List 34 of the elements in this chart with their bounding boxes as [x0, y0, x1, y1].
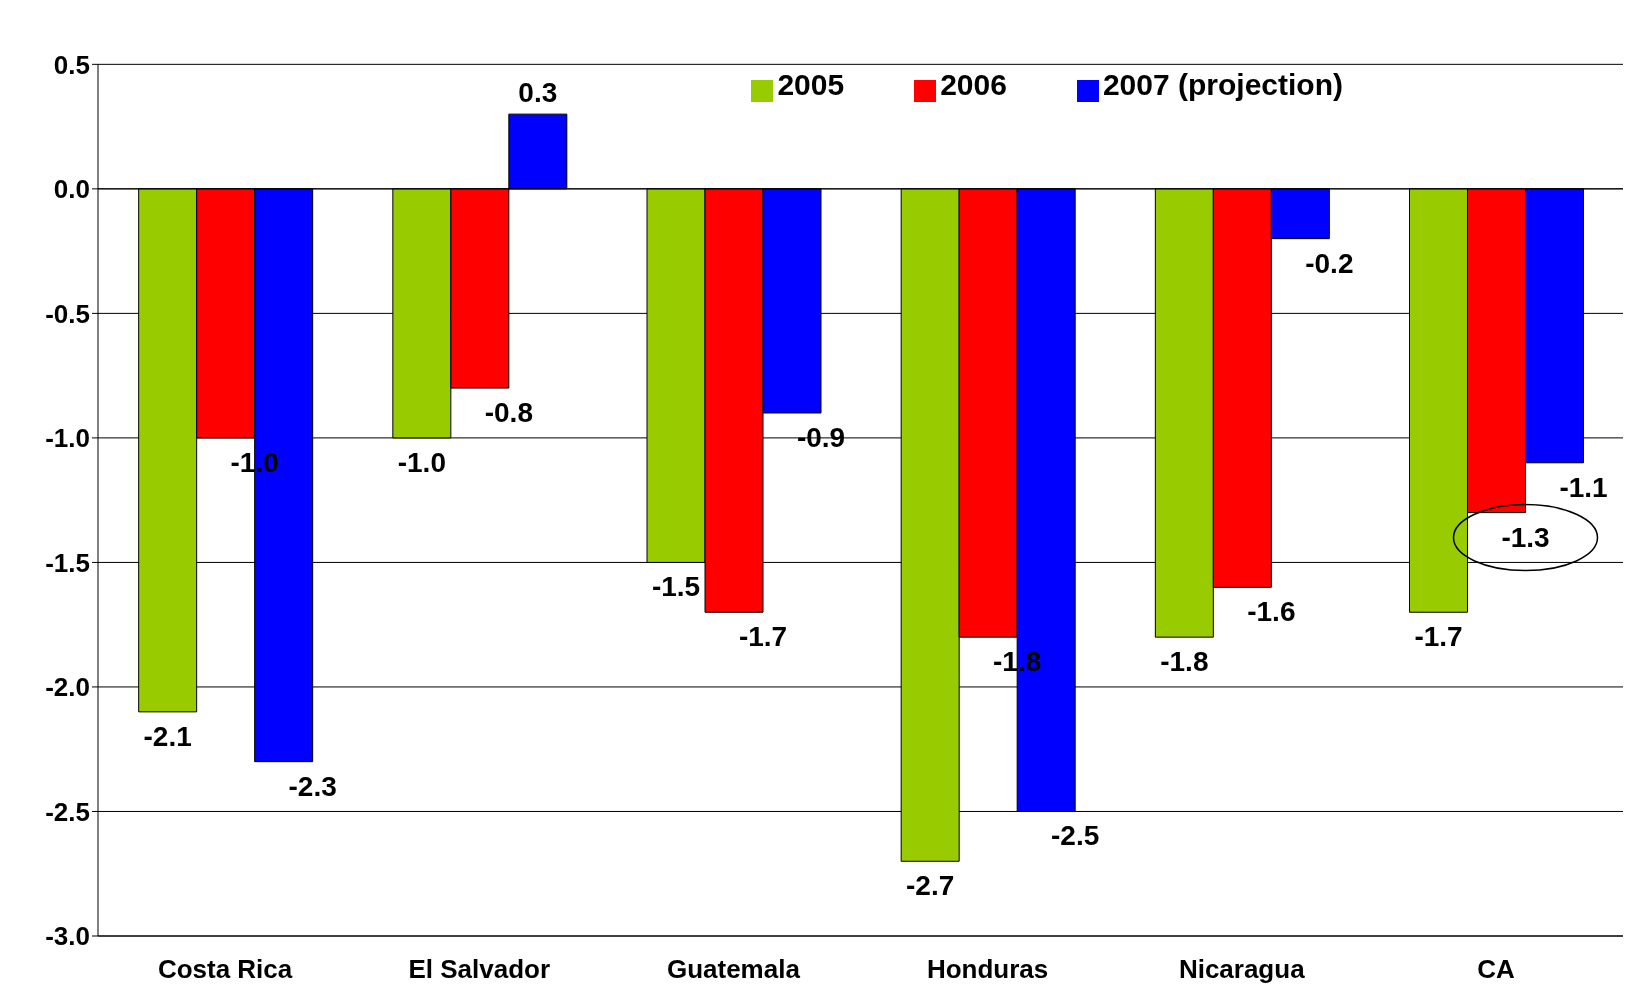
data-label: -2.1 — [143, 720, 192, 752]
data-label: -2.3 — [288, 770, 337, 802]
data-label: -1.6 — [1247, 596, 1296, 628]
y-tick-label: -2.0 — [45, 672, 90, 703]
y-tick-label: -2.5 — [45, 796, 90, 827]
data-label: -1.0 — [397, 446, 446, 478]
x-tick-label: Guatemala — [666, 954, 801, 985]
data-label: -2.5 — [1051, 820, 1100, 852]
data-label: -1.1 — [1559, 471, 1608, 503]
y-tick-label: 0.5 — [53, 49, 90, 80]
data-label: -2.7 — [906, 870, 955, 902]
x-tick-label: Honduras — [926, 954, 1049, 985]
legend-label: 2006 — [940, 68, 1007, 101]
x-tick-label: El Salvador — [408, 954, 551, 985]
data-label: -0.2 — [1305, 247, 1354, 279]
y-tick-label: -1.0 — [45, 423, 90, 454]
legend-label: 2007 (projection) — [1102, 68, 1343, 101]
y-tick-label: -0.5 — [45, 298, 90, 329]
data-label: -0.8 — [484, 397, 533, 429]
x-tick-label: Costa Rica — [157, 954, 293, 985]
data-label: 0.3 — [518, 77, 558, 109]
y-tick-label: -3.0 — [45, 921, 90, 952]
x-tick-label: Nicaragua — [1178, 954, 1306, 985]
y-tick-label: 0.0 — [53, 174, 90, 205]
data-label: -1.7 — [1414, 621, 1463, 653]
data-label: -1.8 — [993, 646, 1042, 678]
data-label: -1.3 — [1501, 521, 1550, 553]
data-label: -1.0 — [230, 446, 279, 478]
x-tick-label: CA — [1477, 954, 1515, 985]
data-label: -1.5 — [651, 571, 701, 603]
data-label: -1.8 — [1160, 646, 1209, 678]
y-tick-label: -1.5 — [45, 547, 90, 578]
legend-label: 2005 — [777, 68, 845, 101]
data-label: -1.7 — [738, 621, 788, 653]
